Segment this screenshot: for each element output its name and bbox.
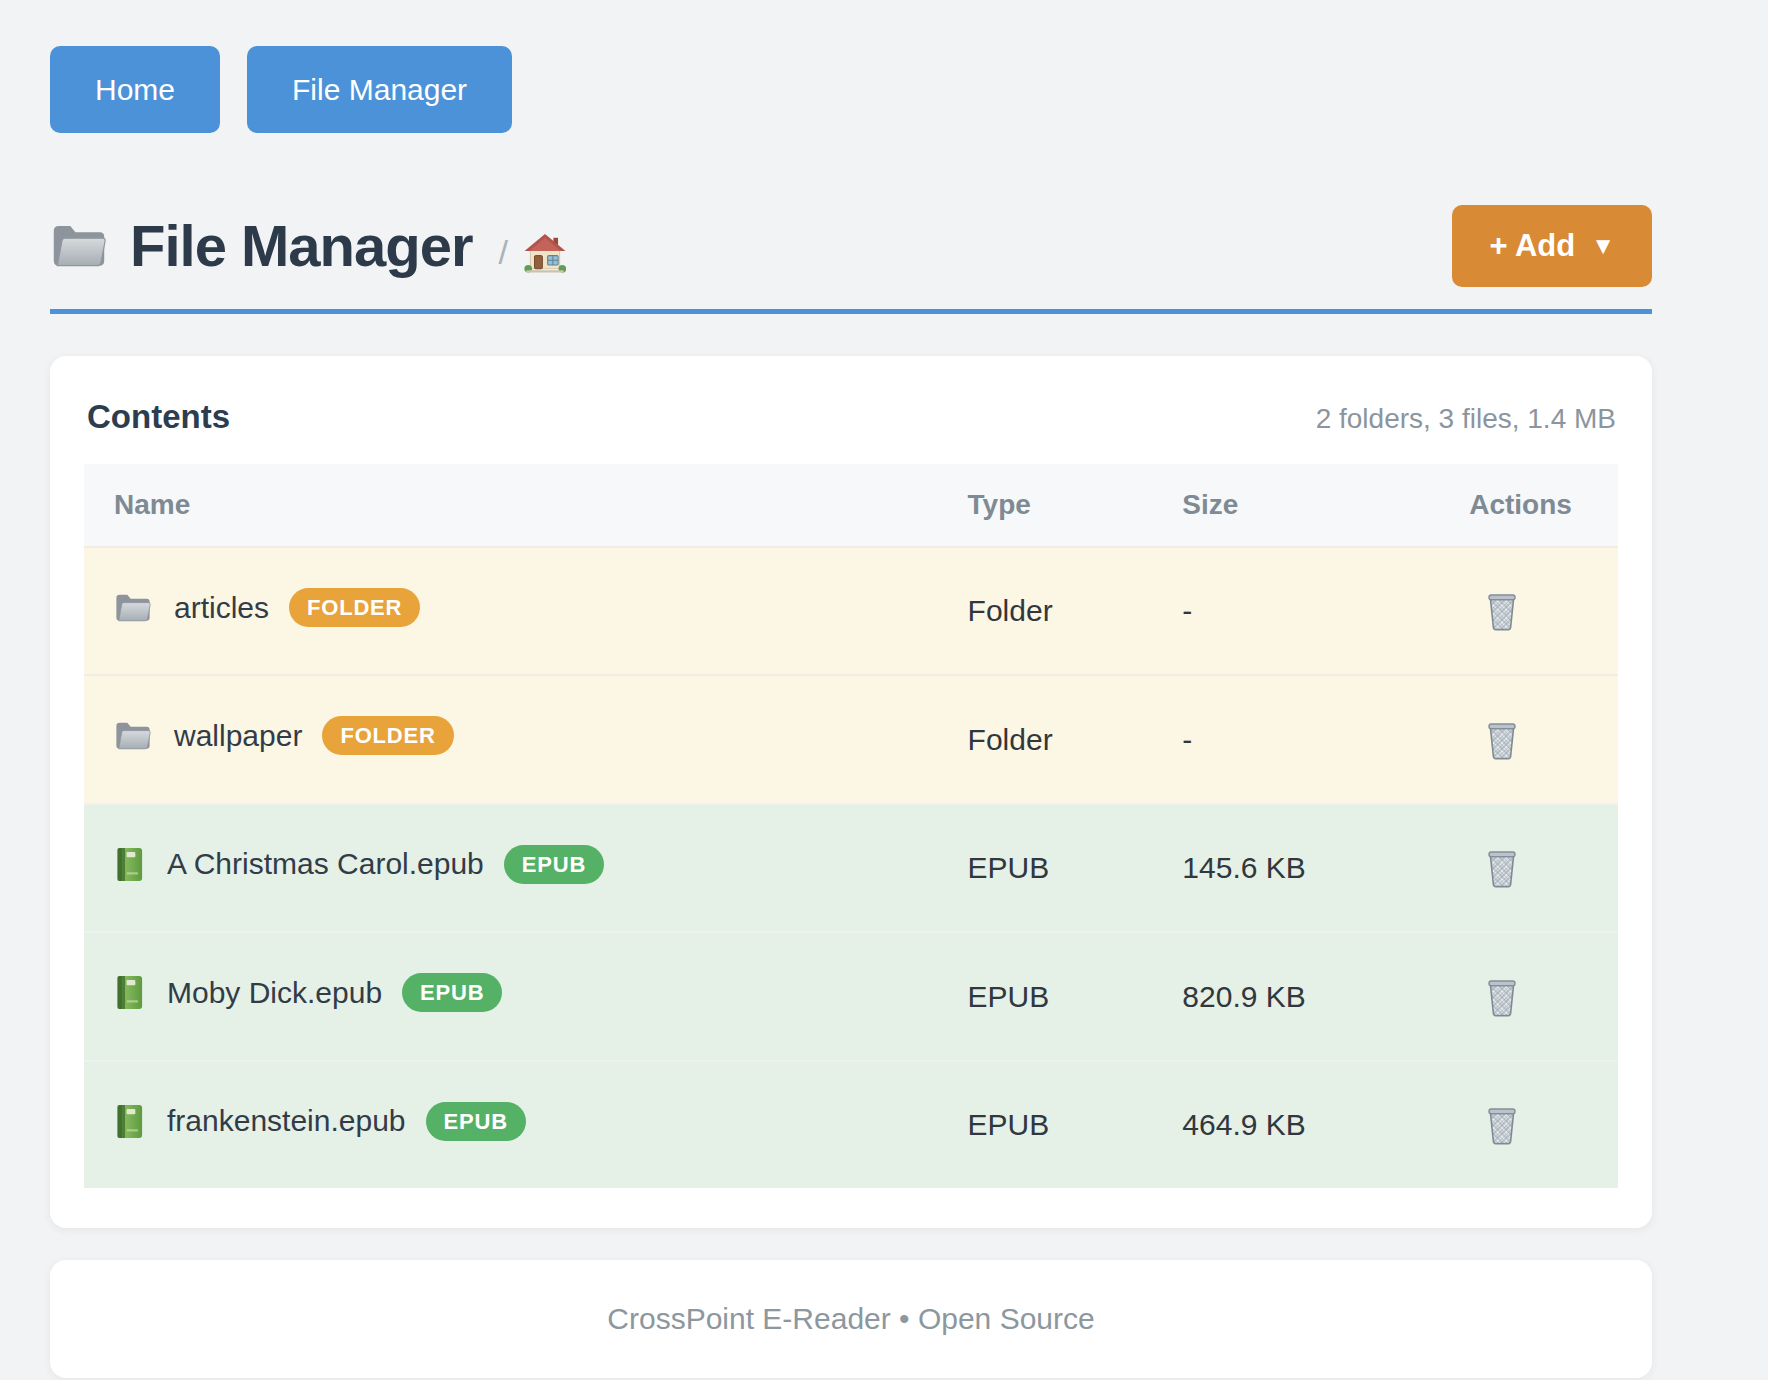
item-size: 820.9 KB [1182,932,1469,1060]
table-row: wallpaper FOLDER Folder - [84,675,1618,803]
column-header-size: Size [1182,464,1469,547]
table-row: A Christmas Carol.epub EPUB EPUB 145.6 K… [84,804,1618,932]
item-type: Folder [968,675,1183,803]
item-type: EPUB [968,804,1183,932]
trash-icon [1485,719,1519,761]
chevron-down-icon: ▼ [1591,234,1615,258]
item-type-badge: FOLDER [322,716,453,755]
item-name: A Christmas Carol.epub [167,847,484,881]
folder-icon [114,719,152,752]
house-icon [524,233,566,273]
item-size: - [1182,547,1469,675]
delete-button[interactable] [1483,717,1521,763]
delete-button[interactable] [1483,1102,1521,1148]
column-header-name: Name [84,464,968,547]
page-title: File Manager [130,216,473,277]
item-type: EPUB [968,1061,1183,1188]
footer-card: CrossPoint E-Reader • Open Source [50,1260,1652,1378]
table-header-row: Name Type Size Actions [84,464,1618,547]
footer-text: CrossPoint E-Reader • Open Source [607,1302,1094,1335]
item-type-badge: EPUB [504,845,604,884]
item-name-link[interactable]: frankenstein.epub [114,1103,406,1140]
delete-button[interactable] [1483,588,1521,634]
trash-icon [1485,847,1519,889]
item-name: frankenstein.epub [167,1104,406,1138]
item-name-link[interactable]: A Christmas Carol.epub [114,846,484,883]
item-type-badge: FOLDER [289,588,420,627]
table-body: articles FOLDER Folder - wallpaper FOLDE… [84,547,1618,1188]
contents-card: Contents 2 folders, 3 files, 1.4 MB Name… [50,356,1652,1228]
item-name-link[interactable]: wallpaper [114,719,302,753]
page-container: Home File Manager File Manager / + Add ▼… [50,0,1652,1378]
column-header-type: Type [968,464,1183,547]
book-icon [114,974,145,1011]
table-row: Moby Dick.epub EPUB EPUB 820.9 KB [84,932,1618,1060]
item-size: 145.6 KB [1182,804,1469,932]
folder-icon [114,591,152,624]
item-size: - [1182,675,1469,803]
item-type: Folder [968,547,1183,675]
contents-heading: Contents [87,398,230,436]
trash-icon [1485,976,1519,1018]
page-header: File Manager / + Add ▼ [50,205,1652,287]
breadcrumb-separator: / [499,233,508,272]
nav-button-file-manager[interactable]: File Manager [247,46,512,133]
item-type: EPUB [968,932,1183,1060]
book-icon [114,846,145,883]
table-row: articles FOLDER Folder - [84,547,1618,675]
breadcrumb: / [499,233,566,273]
nav-button-home[interactable]: Home [50,46,220,133]
trash-icon [1485,1104,1519,1146]
item-type-badge: EPUB [402,973,502,1012]
breadcrumb-home-link[interactable] [524,233,566,273]
book-icon [114,1103,145,1140]
table-row: frankenstein.epub EPUB EPUB 464.9 KB [84,1061,1618,1188]
title-divider [50,309,1652,314]
add-button-label: + Add [1489,228,1575,264]
column-header-actions: Actions [1469,464,1618,547]
add-button[interactable]: + Add ▼ [1452,205,1652,287]
item-name: articles [174,591,269,625]
delete-button[interactable] [1483,845,1521,891]
contents-table: Name Type Size Actions articles FOLDER F… [84,464,1618,1188]
trash-icon [1485,590,1519,632]
delete-button[interactable] [1483,974,1521,1020]
item-name: Moby Dick.epub [167,976,382,1010]
item-name-link[interactable]: Moby Dick.epub [114,974,382,1011]
contents-summary: 2 folders, 3 files, 1.4 MB [1316,403,1616,435]
item-size: 464.9 KB [1182,1061,1469,1188]
item-name: wallpaper [174,719,302,753]
top-nav: Home File Manager [50,46,1652,133]
item-type-badge: EPUB [426,1102,526,1141]
item-name-link[interactable]: articles [114,591,269,625]
folder-icon [50,221,108,270]
